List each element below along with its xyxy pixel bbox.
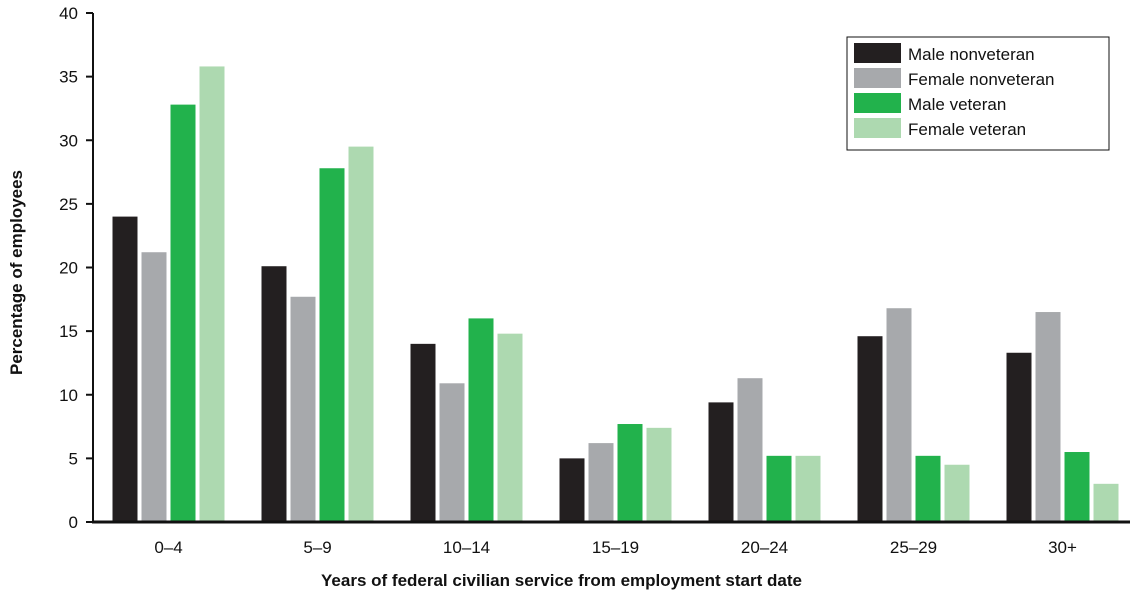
bar-male-veteran-6 <box>915 455 941 522</box>
bar-male-veteran-3 <box>468 318 494 522</box>
bar-female-nonveteran-4 <box>588 443 614 522</box>
x-tick-label: 30+ <box>1048 538 1077 557</box>
bar-male-veteran-1 <box>170 104 196 523</box>
bar-female-veteran-4 <box>646 427 672 522</box>
legend: Male nonveteran Female nonveteran Male vet… <box>846 36 1110 151</box>
bar-male-veteran-7 <box>1064 452 1090 522</box>
legend-label: Male veteran <box>908 95 1006 114</box>
y-tick-label: 25 <box>59 195 78 214</box>
y-tick-label: 35 <box>59 68 78 87</box>
bar-female-veteran-3 <box>497 333 523 522</box>
y-axis-title: Percentage of employees <box>7 170 26 375</box>
legend-label: Male nonveteran <box>908 45 1035 64</box>
bar-female-nonveteran-3 <box>439 383 465 522</box>
legend-swatch <box>854 68 901 88</box>
bar-male-nonveteran-1 <box>112 216 138 522</box>
y-tick-label: 40 <box>59 4 78 23</box>
bar-female-nonveteran-1 <box>141 252 167 523</box>
bar-female-nonveteran-2 <box>290 296 316 522</box>
legend-swatch <box>854 43 901 63</box>
x-ticks: 0–4 5–9 10–14 15–19 20–24 25–29 30+ <box>154 538 1077 557</box>
bar-male-nonveteran-3 <box>410 343 436 522</box>
legend-label: Female veteran <box>908 120 1026 139</box>
x-tick-label: 0–4 <box>154 538 182 557</box>
bar-female-veteran-5 <box>795 455 821 522</box>
bar-male-veteran-4 <box>617 424 643 522</box>
bar-female-nonveteran-5 <box>737 378 763 522</box>
y-tick-label: 15 <box>59 322 78 341</box>
x-tick-label: 10–14 <box>443 538 490 557</box>
x-axis-title: Years of federal civilian service from e… <box>321 571 802 590</box>
y-tick-label: 10 <box>59 386 78 405</box>
bar-female-veteran-1 <box>199 66 225 522</box>
bar-female-veteran-6 <box>944 464 970 522</box>
legend-items: Male nonveteran Female nonveteran Male vet… <box>854 43 1054 139</box>
bar-male-nonveteran-5 <box>708 402 734 522</box>
bar-female-nonveteran-6 <box>886 308 912 522</box>
legend-swatch <box>854 118 901 138</box>
bar-male-nonveteran-2 <box>261 266 287 522</box>
legend-swatch <box>854 93 901 113</box>
bar-male-veteran-5 <box>766 455 792 522</box>
bars-layer <box>112 66 1119 523</box>
bar-male-nonveteran-6 <box>857 336 883 522</box>
x-tick-label: 15–19 <box>592 538 639 557</box>
x-tick-label: 5–9 <box>303 538 331 557</box>
bar-male-veteran-2 <box>319 168 345 522</box>
y-tick-label: 0 <box>69 513 78 532</box>
x-tick-label: 25–29 <box>890 538 937 557</box>
y-tick-label: 30 <box>59 131 78 150</box>
y-ticks: 0 5 10 15 20 25 30 35 40 <box>59 4 93 532</box>
x-tick-label: 20–24 <box>741 538 788 557</box>
bar-male-nonveteran-4 <box>559 458 585 522</box>
bar-female-veteran-7 <box>1093 483 1119 522</box>
bar-female-veteran-2 <box>348 146 374 523</box>
bar-male-nonveteran-7 <box>1006 352 1032 522</box>
legend-label: Female nonveteran <box>908 70 1054 89</box>
y-tick-label: 5 <box>69 449 78 468</box>
bar-female-nonveteran-7 <box>1035 312 1061 522</box>
y-tick-label: 20 <box>59 259 78 278</box>
